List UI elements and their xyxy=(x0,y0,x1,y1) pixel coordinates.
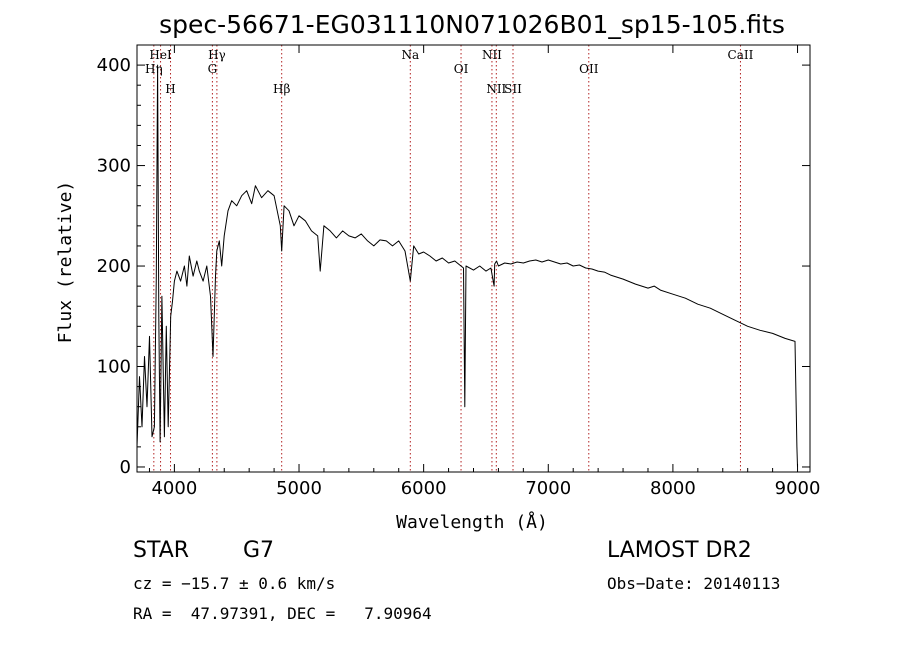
y-tick-label: 400 xyxy=(97,55,131,76)
plot-frame xyxy=(136,44,811,473)
spectral-line-label: SII xyxy=(504,82,522,96)
y-tick-label: 300 xyxy=(97,156,131,177)
spectral-line-label: NII xyxy=(486,82,506,96)
spectral-line-label: G xyxy=(208,62,218,76)
spectrum-series xyxy=(136,64,798,468)
survey-name: LAMOST DR2 xyxy=(607,538,752,563)
y-tick-label: 200 xyxy=(97,256,131,277)
spectral-line-label: OII xyxy=(579,62,599,76)
x-tick-label: 7000 xyxy=(525,478,571,499)
spectral-line-markers xyxy=(153,45,741,472)
spectral-line-label: OI xyxy=(454,62,469,76)
x-tick-label: 5000 xyxy=(276,478,322,499)
spectral-line-label: Na xyxy=(401,48,419,62)
y-axis-label: Flux (relative) xyxy=(55,181,76,344)
observation-date: Obs−Date: 20140113 xyxy=(607,574,781,593)
spectral-line-label: NII xyxy=(482,48,502,62)
coordinates: RA = 47.97391, DEC = 7.90964 xyxy=(133,604,432,623)
spectral-line-label: Hβ xyxy=(273,82,290,96)
y-tick-label: 100 xyxy=(97,357,131,378)
object-type: STAR xyxy=(133,538,190,563)
x-axis-label: Wavelength (Å) xyxy=(396,511,548,533)
redshift-readout: cz = −15.7 ± 0.6 km/s xyxy=(133,574,336,593)
x-tick-label: 9000 xyxy=(775,478,821,499)
spectral-line-label: Hγ xyxy=(208,48,226,62)
x-tick-label: 4000 xyxy=(151,478,197,499)
spectral-line-label: H xyxy=(165,82,175,96)
subclass: G7 xyxy=(243,538,275,563)
spectral-line-label: CaII xyxy=(728,48,754,62)
x-tick-label: 8000 xyxy=(650,478,696,499)
y-tick-label: 0 xyxy=(120,457,131,478)
x-axis-ticks: 4000 5000 6000 7000 8000 9000 xyxy=(148,45,821,499)
spectral-line-label: Hη xyxy=(145,62,163,76)
spectral-line-label: HeI xyxy=(149,48,172,62)
y-axis-ticks: 0 100 200 300 400 xyxy=(97,55,810,478)
x-tick-label: 6000 xyxy=(401,478,447,499)
chart-title: spec-56671-EG031110N071026B01_sp15-105.f… xyxy=(159,10,785,39)
